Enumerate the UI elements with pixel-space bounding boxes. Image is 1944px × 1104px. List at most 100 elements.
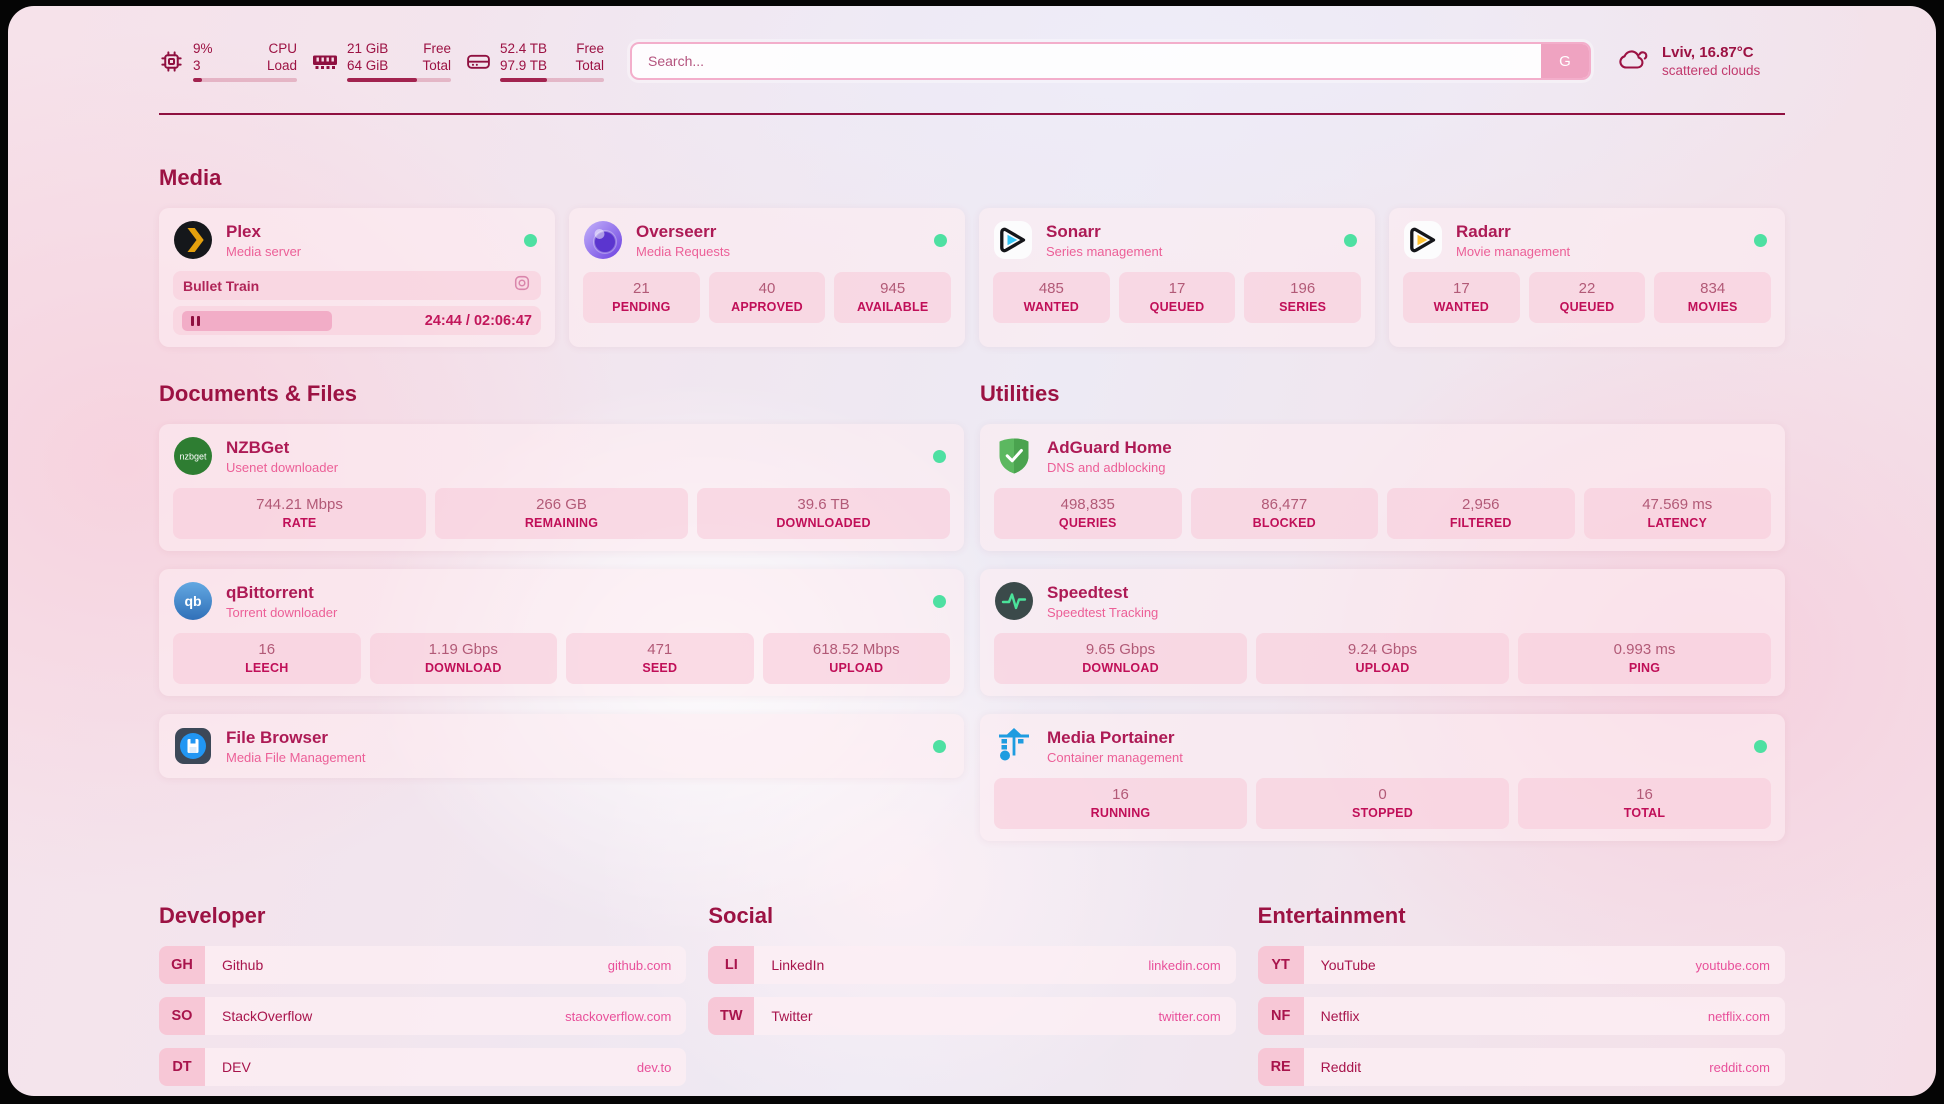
bookmark-github[interactable]: GH Github github.com <box>159 946 687 984</box>
bookmark-linkedin[interactable]: LI LinkedIn linkedin.com <box>708 946 1236 984</box>
app-title: Media Portainer <box>1047 727 1175 747</box>
disk-free-label: Free <box>576 40 604 56</box>
status-dot <box>934 233 947 247</box>
app-title: qBittorrent <box>226 582 314 602</box>
bookmarks-social: Social LI LinkedIn linkedin.com TW Twitt… <box>708 903 1236 1096</box>
weather-condition: scattered clouds <box>1662 63 1761 78</box>
disk-total-label: Total <box>575 58 604 73</box>
svg-text:qb: qb <box>184 593 201 609</box>
stat-download: 1.19 Gbps DOWNLOAD <box>369 633 557 684</box>
bookmark-netflix[interactable]: NF Netflix netflix.com <box>1257 997 1785 1035</box>
stat-wanted: 485 WANTED <box>993 272 1110 323</box>
app-card-plex[interactable]: Plex Media server Bullet Train 24:44 / 0… <box>159 208 555 347</box>
app-title: Overseerr <box>636 221 717 241</box>
stat-downloaded: 39.6 TB DOWNLOADED <box>697 488 950 539</box>
search-engine-button[interactable]: G <box>1541 44 1589 78</box>
bookmarks-entertainment: Entertainment YT YouTube youtube.com NF … <box>1257 903 1785 1096</box>
status-dot <box>1344 233 1357 247</box>
stat-stopped: 0 STOPPED <box>1256 778 1509 829</box>
search-input[interactable] <box>632 44 1541 78</box>
app-card-radarr[interactable]: Radarr Movie management 17 WANTED 22 QUEUE… <box>1389 208 1785 347</box>
media-section-title: Media <box>159 165 222 190</box>
nzbget-icon: nzbget <box>173 436 213 476</box>
cpu-label: CPU <box>268 40 297 56</box>
app-subtitle: Series management <box>1046 243 1163 259</box>
system-metrics: 9% 3 CPU Load 21 GiB 64 GiB <box>159 40 604 83</box>
svg-text:nzbget: nzbget <box>179 452 207 462</box>
app-subtitle: Torrent downloader <box>226 604 338 620</box>
app-subtitle: Media Requests <box>636 243 730 259</box>
app-subtitle: Movie management <box>1456 243 1571 259</box>
playback-time: 24:44 / 02:06:47 <box>424 312 532 329</box>
stat-running: 16 RUNNING <box>994 778 1247 829</box>
app-title: Speedtest <box>1047 582 1129 602</box>
app-subtitle: Container management <box>1047 749 1183 765</box>
app-title: Sonarr <box>1046 221 1101 241</box>
memory-progressbar <box>347 78 451 83</box>
app-card-adguard[interactable]: AdGuard Home DNS and adblocking 498,835 Q… <box>980 424 1785 551</box>
bookmark-youtube[interactable]: YT YouTube youtube.com <box>1257 946 1785 984</box>
app-subtitle: Usenet downloader <box>226 459 339 475</box>
stat-queries: 498,835 QUERIES <box>994 488 1182 539</box>
stat-upload: 9.24 Gbps UPLOAD <box>1256 633 1509 684</box>
overseerr-icon <box>583 220 623 260</box>
app-card-overseerr[interactable]: Overseerr Media Requests 21 PENDING 40 APP… <box>569 208 965 347</box>
plex-icon <box>173 220 213 260</box>
status-dot <box>1754 739 1767 753</box>
app-subtitle: Media server <box>226 243 302 259</box>
pause-button[interactable] <box>182 310 332 331</box>
cpu-label2: Load <box>266 58 297 73</box>
app-card-sonarr[interactable]: Sonarr Series management 485 WANTED 17 QUE… <box>979 208 1375 347</box>
stat-pending: 21 PENDING <box>583 272 700 323</box>
search-bar: G <box>630 42 1591 80</box>
developer-section-title: Developer <box>159 903 266 928</box>
weather-widget[interactable]: Lviv, 16.87°C scattered clouds <box>1617 44 1785 78</box>
stat-wanted: 17 WANTED <box>1403 272 1520 323</box>
stat-queued: 22 QUEUED <box>1528 272 1646 323</box>
app-card-portainer[interactable]: Media Portainer Container management 16 R… <box>980 714 1785 841</box>
status-dot <box>933 739 946 753</box>
stat-rate: 744.21 Mbps RATE <box>173 488 426 539</box>
stat-series: 196 SERIES <box>1244 272 1362 323</box>
stat-upload: 618.52 Mbps UPLOAD <box>762 633 950 684</box>
cloud-icon <box>1617 46 1651 77</box>
stat-approved: 40 APPROVED <box>708 272 826 323</box>
qbittorrent-icon: qb <box>173 581 213 621</box>
app-card-filebrowser[interactable]: File Browser Media File Management <box>159 714 964 778</box>
app-card-nzbget[interactable]: nzbget NZBGet Usenet downloader 744.21 M… <box>159 424 964 551</box>
radarr-icon <box>1403 220 1443 260</box>
section-media: Media Plex Media server Bullet Train <box>159 165 1785 347</box>
app-subtitle: Speedtest Tracking <box>1047 604 1159 620</box>
stat-filtered: 2,956 FILTERED <box>1387 488 1575 539</box>
memory-free: 21 GiB <box>347 40 389 56</box>
disk-total: 97.9 TB <box>500 58 548 73</box>
disk-icon <box>466 51 491 72</box>
speedtest-icon <box>994 581 1034 621</box>
memory-metric: 21 GiB 64 GiB Free Total <box>312 40 451 83</box>
status-dot <box>933 594 946 608</box>
app-title: Plex <box>226 221 261 241</box>
utilities-section-title: Utilities <box>980 381 1060 406</box>
status-dot <box>524 233 537 247</box>
cpu-value2: 3 <box>193 58 201 73</box>
bookmark-stackoverflow[interactable]: SO StackOverflow stackoverflow.com <box>159 997 687 1035</box>
app-subtitle: Media File Management <box>226 749 366 765</box>
app-title: NZBGet <box>226 437 290 457</box>
bookmark-twitter[interactable]: TW Twitter twitter.com <box>708 997 1236 1035</box>
status-dot <box>933 449 946 463</box>
app-subtitle: DNS and adblocking <box>1047 459 1166 475</box>
app-card-qbittorrent[interactable]: qb qBittorrent Torrent downloader 16 LEEC… <box>159 569 964 696</box>
bookmark-reddit[interactable]: RE Reddit reddit.com <box>1257 1048 1785 1086</box>
stat-remaining: 266 GB REMAINING <box>435 488 688 539</box>
stat-available: 945 AVAILABLE <box>834 272 952 323</box>
status-dot <box>1754 233 1767 247</box>
stat-movies: 834 MOVIES <box>1654 272 1772 323</box>
bookmark-dev[interactable]: DT DEV dev.to <box>159 1048 687 1086</box>
cpu-metric: 9% 3 CPU Load <box>159 40 297 83</box>
app-card-speedtest[interactable]: Speedtest Speedtest Tracking 9.65 Gbps DO… <box>980 569 1785 696</box>
app-title: AdGuard Home <box>1047 437 1172 457</box>
stat-queued: 17 QUEUED <box>1118 272 1236 323</box>
playback-progress-row: 24:44 / 02:06:47 <box>173 306 541 335</box>
cpu-icon <box>159 49 184 74</box>
sonarr-icon <box>993 220 1033 260</box>
